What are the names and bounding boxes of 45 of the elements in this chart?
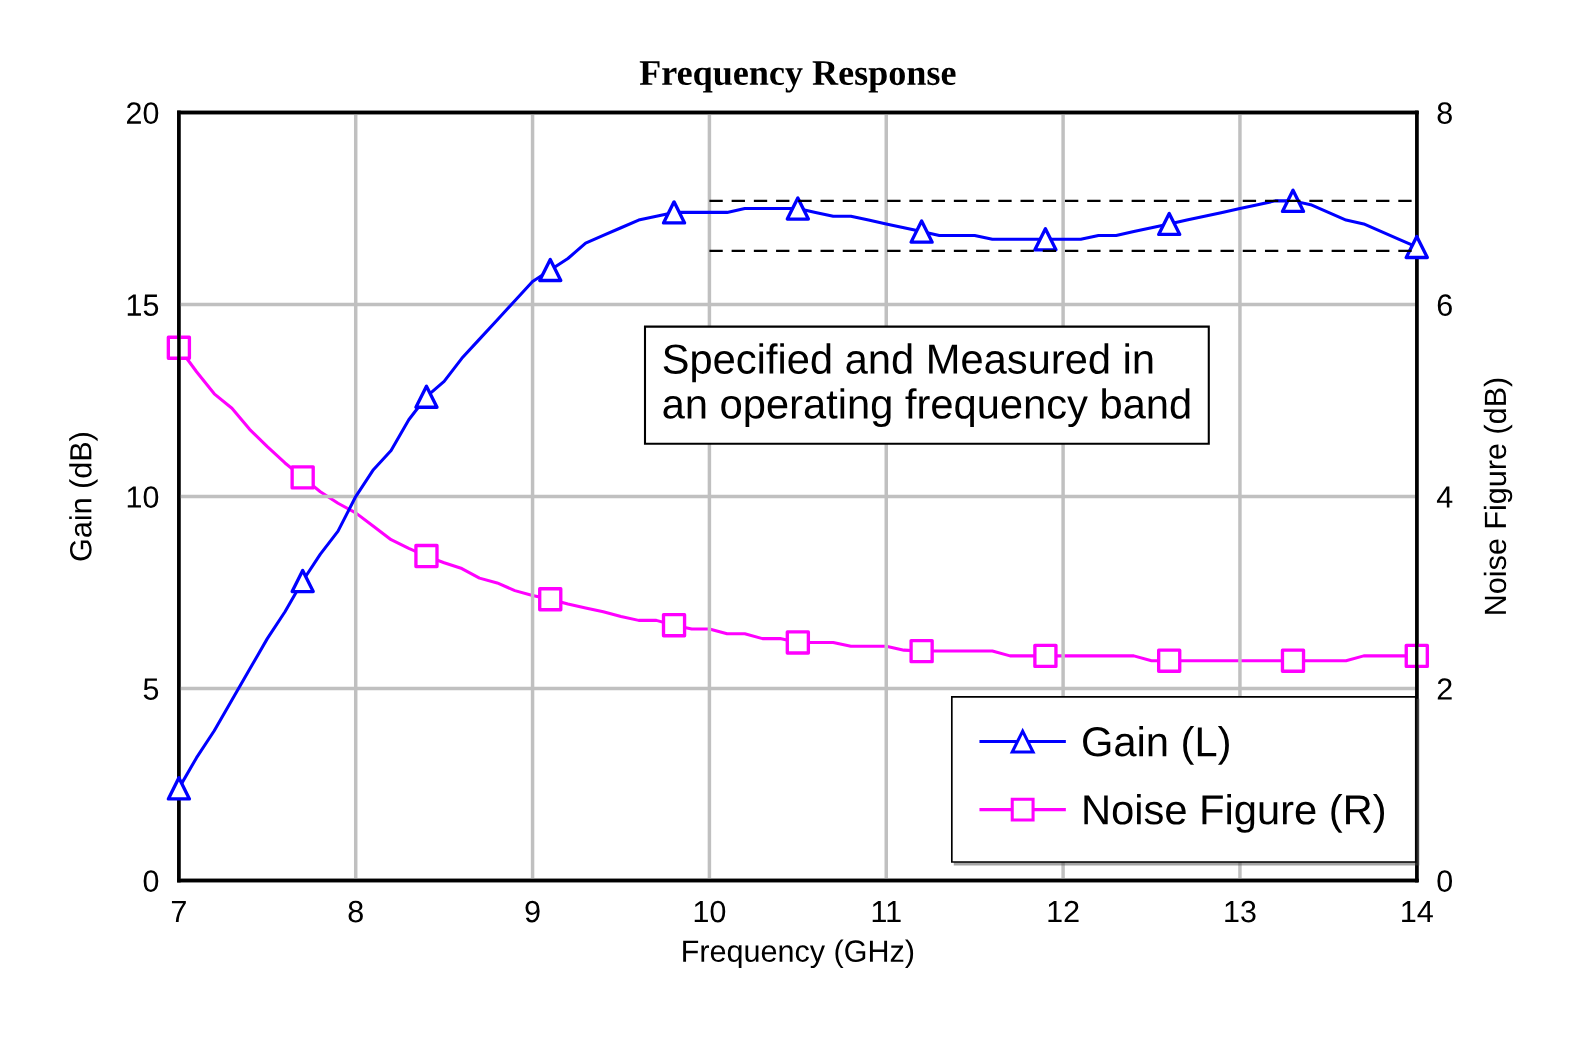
point <box>538 587 563 612</box>
y2-tick-label: 2 <box>1437 678 1452 700</box>
legend-label: Noise Figure (R) <box>1084 793 1385 833</box>
point <box>166 776 192 801</box>
point <box>290 568 315 594</box>
y2-axis-title: Noise Figure (dB) <box>1483 378 1513 614</box>
point <box>1157 211 1182 237</box>
x-axis-title: Frequency (GHz) <box>683 939 914 969</box>
x-tick-label: 10 <box>694 900 726 923</box>
point <box>1157 648 1182 673</box>
point <box>414 543 439 569</box>
x-tick-label: 9 <box>525 900 540 923</box>
y-tick-label: 5 <box>143 678 159 700</box>
point <box>1033 227 1058 252</box>
y-tick-label: 15 <box>127 294 159 316</box>
point <box>785 630 811 655</box>
chart-title: Frequency Response <box>639 61 956 93</box>
point <box>785 196 811 221</box>
point <box>1280 188 1306 214</box>
x-tick-label: 11 <box>872 901 901 923</box>
point <box>1033 643 1058 669</box>
x-tick-label: 14 <box>1402 901 1433 923</box>
point <box>538 257 563 283</box>
point <box>414 384 439 409</box>
x-tick-label: 13 <box>1225 900 1256 923</box>
point <box>1404 234 1429 260</box>
y-tick-label: 20 <box>126 102 159 124</box>
point <box>661 612 687 638</box>
point <box>1280 648 1306 673</box>
point <box>909 219 934 244</box>
x-tick-label: 12 <box>1048 900 1079 923</box>
y2-tick-label: 6 <box>1437 294 1452 316</box>
y2-tick-label: 0 <box>1437 870 1453 892</box>
point <box>909 638 934 664</box>
y-tick-label: 10 <box>127 486 159 508</box>
y2-tick-label: 8 <box>1437 102 1452 124</box>
y2-tick-label: 4 <box>1436 486 1453 508</box>
legend-label: Gain (L) <box>1083 725 1229 765</box>
point <box>290 465 315 490</box>
x-tick-label: 7 <box>171 901 186 923</box>
y-axis-title: Gain (dB) <box>69 433 98 561</box>
y-tick-label: 0 <box>143 870 159 892</box>
point <box>661 200 687 225</box>
annotation: Specified and Measured in an operating frequency band <box>663 343 1190 428</box>
x-tick-label: 8 <box>348 900 363 923</box>
